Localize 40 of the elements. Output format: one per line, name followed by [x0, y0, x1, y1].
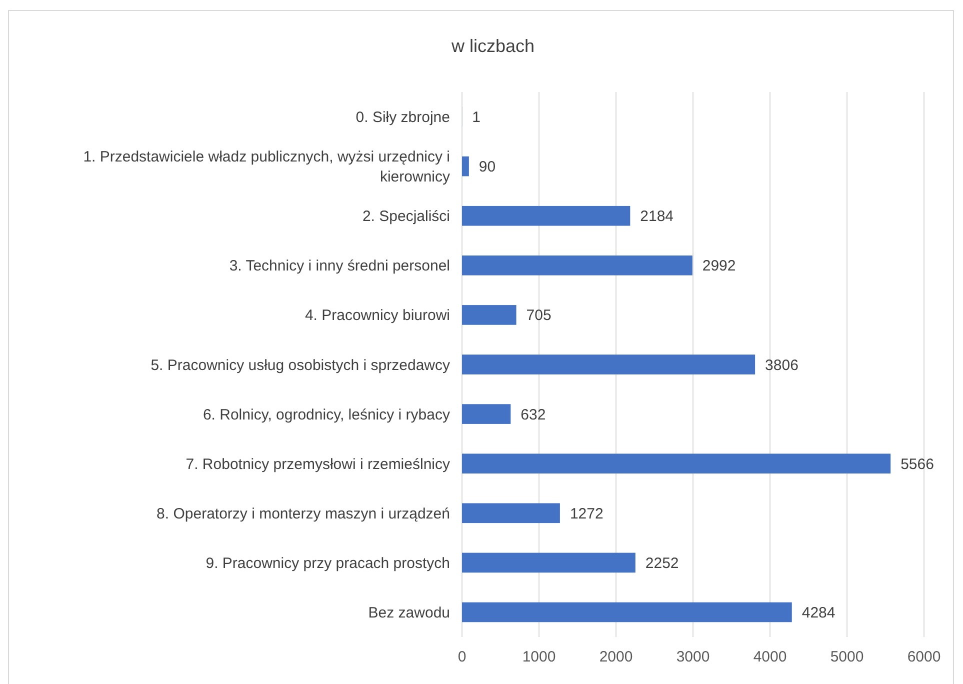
data-label: 2992 — [702, 258, 736, 275]
y-tick-label: 5. Pracownicy usług osobistych i sprzedawcy — [150, 356, 450, 374]
y-tick-label: 3. Technicy i inny średni personel — [229, 258, 450, 275]
bar — [462, 256, 692, 276]
y-tick-label: 7. Robotnicy przemysłowi i rzemieślnicy — [186, 456, 450, 473]
bar — [462, 156, 469, 176]
data-label: 2252 — [645, 554, 679, 572]
x-tick-label: 6000 — [907, 648, 941, 666]
y-tick-label: 0. Siły zbrojne — [356, 109, 450, 126]
x-tick-label: 1000 — [522, 648, 556, 666]
y-tick-label: 1. Przedstawiciele władz publicznych, wyżsi urzędnicy i kierownicy — [83, 148, 450, 186]
data-label: 705 — [526, 307, 552, 324]
y-tick-label: 8. Operatorzy i monterzy maszyn i urządzeń — [156, 505, 450, 522]
bar — [462, 552, 636, 573]
y-tick-label: 6. Rolnicy, ogrodnicy, leśnicy i rybacy — [202, 406, 450, 424]
bar — [462, 354, 756, 374]
y-tick-label: Bez zawodu — [368, 604, 450, 622]
bar — [462, 206, 630, 226]
data-label: 90 — [478, 158, 496, 176]
bar — [462, 503, 560, 524]
data-label: 5566 — [900, 456, 934, 473]
y-tick-label: 2. Specjaliści — [362, 208, 450, 226]
data-label: 632 — [520, 406, 546, 424]
data-label: 1272 — [570, 505, 604, 522]
chart-title: w liczbach — [450, 36, 535, 56]
y-tick-label: 4. Pracownicy biurowi — [304, 307, 450, 324]
data-label: 2184 — [640, 208, 674, 226]
bar — [462, 404, 511, 424]
data-label: 1 — [472, 109, 480, 126]
bar — [462, 454, 891, 474]
x-tick-label: 2000 — [599, 648, 633, 666]
y-tick-label: 9. Pracownicy przy pracach prostych — [206, 554, 450, 572]
data-label: 4284 — [802, 604, 836, 622]
bar — [462, 602, 792, 622]
x-tick-label: 4000 — [753, 648, 787, 666]
x-tick-label: 0 — [458, 648, 466, 666]
data-label: 3806 — [765, 356, 798, 374]
x-tick-label: 3000 — [676, 648, 710, 666]
bar — [462, 305, 516, 325]
x-tick-label: 5000 — [830, 648, 864, 666]
